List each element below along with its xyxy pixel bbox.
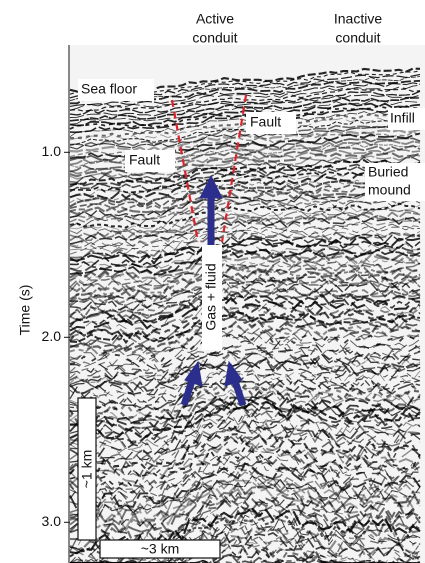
scale-label: ~1 km bbox=[79, 450, 95, 489]
label: Fault bbox=[250, 114, 281, 130]
label: Infill bbox=[390, 110, 415, 126]
label: Fault bbox=[129, 152, 160, 168]
tick-label: 3.0 bbox=[42, 513, 62, 529]
scale-label: ~3 km bbox=[141, 541, 180, 557]
label: Active bbox=[196, 11, 234, 27]
axis-label: Time (s) bbox=[17, 285, 33, 336]
label: conduit bbox=[335, 30, 380, 46]
label: Inactive bbox=[334, 11, 382, 27]
tick-label: 2.0 bbox=[42, 328, 62, 344]
label: Sea floor bbox=[81, 81, 137, 97]
label: conduit bbox=[192, 30, 237, 46]
tick-label: 1.0 bbox=[42, 143, 62, 159]
figure: Active conduit Inactive conduit Sea floo… bbox=[0, 0, 425, 563]
label: mound bbox=[368, 182, 411, 198]
label: Buried bbox=[368, 164, 408, 180]
label: Gas + fluid bbox=[203, 263, 219, 330]
